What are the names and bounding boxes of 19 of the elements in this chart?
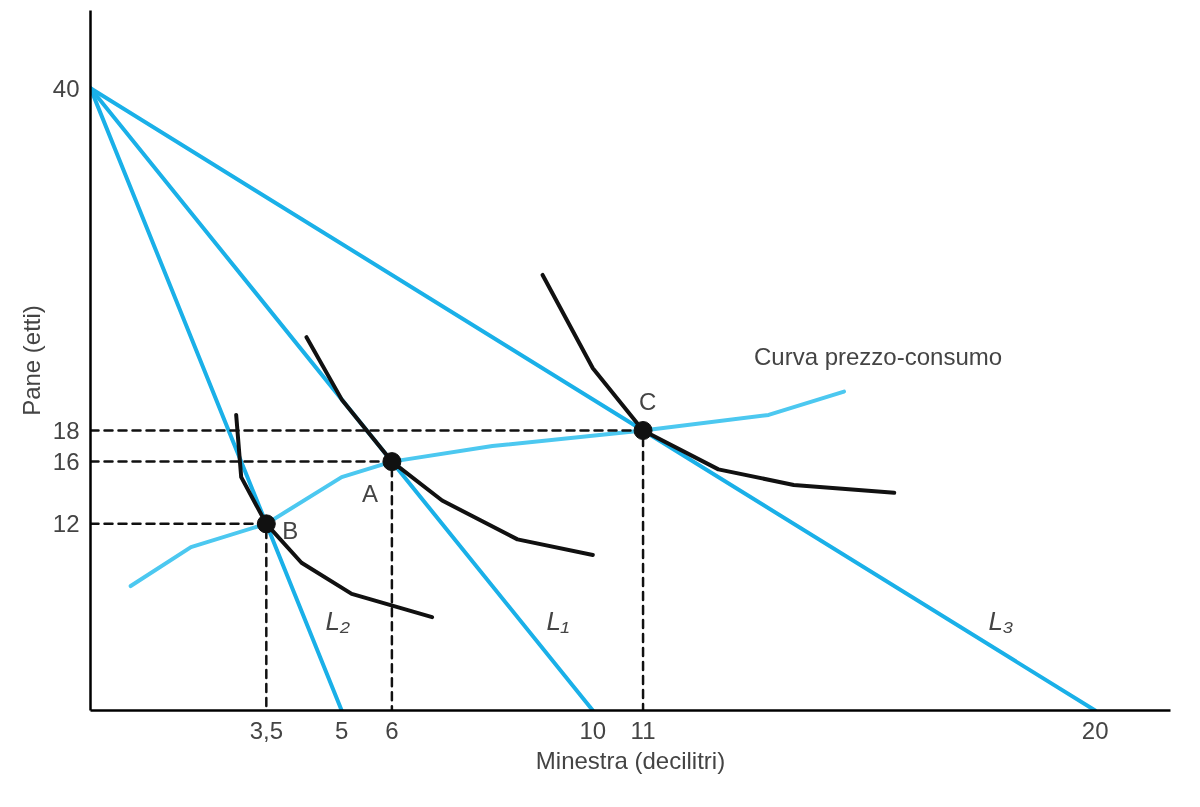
x-tick-label: 5 xyxy=(334,716,349,744)
x-axis-title: Minestra (decilitri) xyxy=(535,746,726,774)
series-label: L₃ xyxy=(988,605,1014,636)
y-axis-title: Pane (etti) xyxy=(17,305,45,416)
y-tick-label: 12 xyxy=(52,510,80,538)
y-tick-label: 18 xyxy=(52,417,80,444)
x-tick-label: 20 xyxy=(1081,716,1109,744)
annotation: C xyxy=(639,387,657,415)
x-tick-label: 6 xyxy=(385,716,399,744)
x-tick-label: 10 xyxy=(579,716,607,744)
x-tick-label: 3,5 xyxy=(249,716,284,744)
annotation: A xyxy=(361,479,378,507)
y-tick-label: 40 xyxy=(52,74,80,102)
series-label: L₁ xyxy=(546,605,570,636)
series-label: Curva prezzo-consumo xyxy=(753,342,1003,370)
y-tick-label: 16 xyxy=(52,448,80,476)
annotation: B xyxy=(282,516,299,544)
x-tick-label: 11 xyxy=(630,716,656,744)
series-label: L₂ xyxy=(325,605,350,636)
